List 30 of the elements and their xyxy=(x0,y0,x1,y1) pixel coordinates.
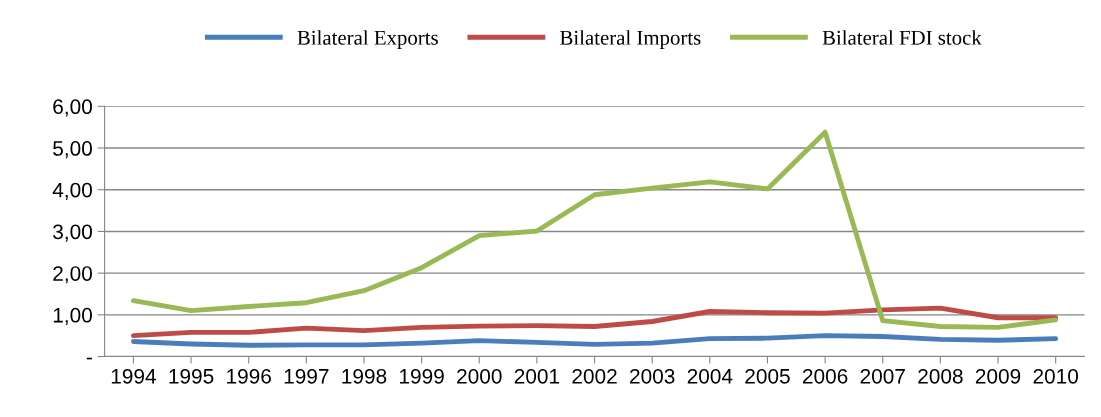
y-tick-label: 4,00 xyxy=(52,182,92,200)
x-tick-label: 2000 xyxy=(457,368,502,384)
x-tick-label: 1995 xyxy=(169,368,214,384)
x-tick-label: 2005 xyxy=(745,368,790,384)
legend-label: Bilateral Imports xyxy=(560,30,701,50)
x-tick-label: 2009 xyxy=(975,368,1021,384)
y-tick-label: 1,00 xyxy=(53,307,92,326)
x-tick-label: 2001 xyxy=(514,368,560,384)
x-tick-label: 2007 xyxy=(860,368,905,384)
x-tick-label: 2008 xyxy=(918,368,963,384)
x-tick-label: 2010 xyxy=(1033,368,1079,384)
x-tick-label: 1996 xyxy=(227,368,271,384)
y-tick-label: - xyxy=(86,357,92,360)
line-series xyxy=(130,333,1059,348)
x-tick-label: 1994 xyxy=(111,368,156,384)
line-series xyxy=(130,129,1059,330)
x-tick-label: 1999 xyxy=(400,368,444,384)
x-tick-label: 2006 xyxy=(802,368,848,384)
y-tick-label: 2,00 xyxy=(53,266,92,284)
x-tick-label: 1998 xyxy=(342,368,387,384)
line-series xyxy=(130,305,1059,339)
y-tick-label: 6,00 xyxy=(53,99,92,117)
y-tick-label: 5,00 xyxy=(53,141,92,159)
x-tick-label: 2003 xyxy=(630,368,675,384)
x-tick-label: 2004 xyxy=(687,368,733,384)
legend-label: Bilateral FDI stock xyxy=(822,30,982,45)
y-tick-label: 3,00 xyxy=(53,224,92,242)
x-tick-label: 1997 xyxy=(284,368,329,384)
legend-label: Bilateral Exports xyxy=(297,30,438,50)
x-tick-label: 2002 xyxy=(572,368,617,384)
